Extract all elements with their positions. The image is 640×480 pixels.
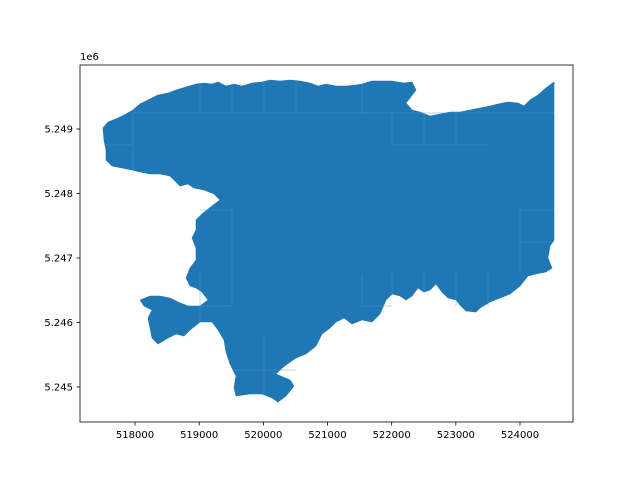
y-tick-label: 5.247 [44, 254, 73, 265]
y-axis-ticks: 5.245 5.246 5.247 5.248 5.249 [44, 125, 80, 394]
y-tick-label: 5.246 [44, 318, 73, 329]
y-tick-label: 5.245 [44, 383, 73, 394]
x-tick-label: 524000 [501, 430, 539, 441]
x-tick-label: 520000 [244, 430, 282, 441]
y-axis-offset-label: 1e6 [80, 52, 99, 63]
x-tick-label: 519000 [180, 430, 218, 441]
x-tick-label: 522000 [373, 430, 411, 441]
x-tick-label: 523000 [437, 430, 475, 441]
plot-area-frame [79, 64, 574, 423]
x-axis-ticks: 518000 519000 520000 521000 522000 523000 5240… [116, 422, 539, 441]
y-tick-label: 5.248 [44, 189, 73, 200]
subdivision-boundaries [106, 80, 554, 396]
y-tick-label: 5.249 [44, 125, 73, 136]
region-polygon [102, 79, 555, 403]
x-tick-label: 518000 [116, 430, 154, 441]
x-tick-label: 521000 [308, 430, 346, 441]
boundary-line-19 [361, 274, 392, 307]
